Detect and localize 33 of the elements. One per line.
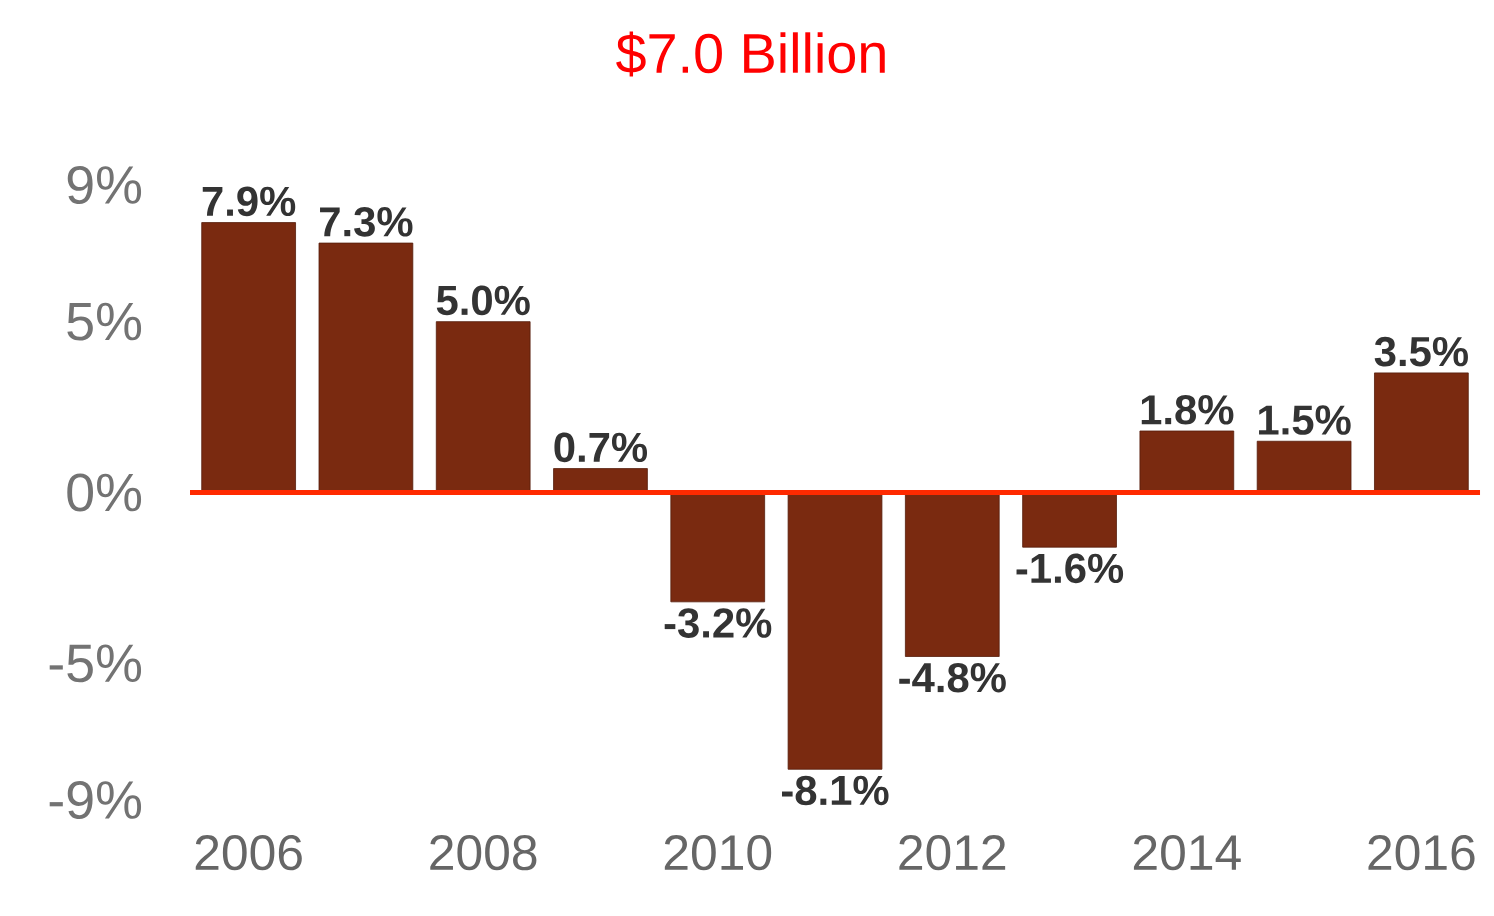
bar bbox=[1022, 492, 1117, 548]
bar bbox=[787, 492, 883, 770]
bar bbox=[435, 321, 531, 493]
text: $7.0 Billion bbox=[616, 31, 885, 77]
x-tick-label: 2012 bbox=[899, 835, 1006, 871]
x-tick-label: 2016 bbox=[1368, 835, 1475, 871]
data-label: -8.1% bbox=[781, 775, 889, 806]
y-tick-label: 5% bbox=[67, 302, 142, 341]
bar bbox=[1374, 372, 1469, 493]
data-label: 1.8% bbox=[1141, 394, 1234, 425]
bar bbox=[201, 222, 296, 493]
data-label: -3.2% bbox=[664, 608, 772, 638]
data-label: 1.5% bbox=[1259, 405, 1351, 435]
bar bbox=[670, 492, 766, 603]
bar bbox=[904, 492, 1000, 657]
data-label: -4.8% bbox=[899, 662, 1006, 693]
x-tick-label: 2006 bbox=[195, 835, 302, 871]
bar bbox=[318, 242, 414, 493]
y-tick-label: 9% bbox=[67, 165, 142, 205]
x-tick-label: 2014 bbox=[1133, 835, 1241, 871]
y-tick-label: -9% bbox=[49, 780, 142, 820]
bar bbox=[1256, 440, 1352, 493]
x-tick-label: 2010 bbox=[664, 835, 772, 871]
y-tick-label: 0% bbox=[67, 473, 142, 512]
data-label: 5.0% bbox=[436, 285, 530, 316]
data-label: 7.3% bbox=[320, 206, 413, 237]
data-label: 3.5% bbox=[1374, 336, 1468, 367]
bar bbox=[1139, 430, 1235, 493]
data-label: -1.6% bbox=[1016, 553, 1124, 584]
x-tick-label: 2008 bbox=[430, 835, 537, 871]
data-label: 7.9% bbox=[202, 186, 296, 217]
y-tick-label: -5% bbox=[49, 644, 142, 683]
data-label: 0.7% bbox=[554, 432, 648, 463]
